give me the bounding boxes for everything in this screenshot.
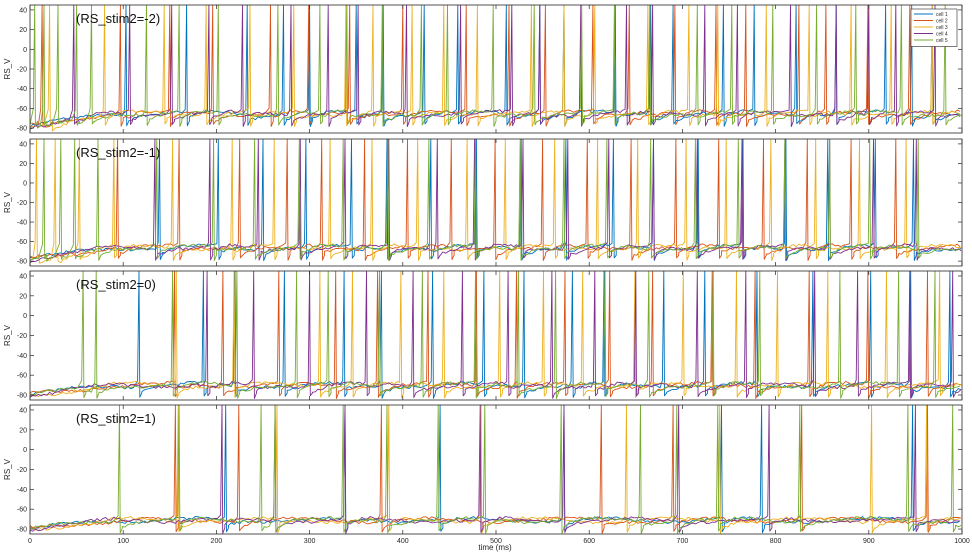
panel-title: (RS_stim2=1) xyxy=(76,411,156,426)
y-tick-label: 40 xyxy=(19,273,27,280)
x-axis: 0 100 200 300 400 500 600 700 800 900 1000 xyxy=(28,538,970,545)
legend-label: cell 5 xyxy=(936,38,948,44)
legend-label: cell 2 xyxy=(936,19,948,25)
series-line-cell-2 xyxy=(30,139,961,261)
y-tick-label: -20 xyxy=(17,67,27,74)
y-axis-label: RS_V xyxy=(3,58,12,80)
y-tick-label: -60 xyxy=(17,106,27,113)
panel-title: (RS_stim2=-2) xyxy=(76,11,160,26)
series-line-cell-4 xyxy=(30,271,962,399)
y-tick-label: -40 xyxy=(17,220,27,227)
y-tick-label: -40 xyxy=(17,353,27,360)
y-axis-label: RS_V xyxy=(3,324,12,346)
chart-panel-4: -80 -60 -40 -20 0 20 40 RS_V (RS_stim2=1) xyxy=(3,404,963,535)
x-axis-label: time (ms) xyxy=(478,543,512,552)
series-line-cell-1 xyxy=(30,405,961,534)
series-line-cell-5 xyxy=(30,271,961,399)
x-tick-label: 800 xyxy=(770,538,782,545)
x-tick-label: 0 xyxy=(28,538,32,545)
x-tick-label: 900 xyxy=(863,538,875,545)
y-tick-label: -20 xyxy=(17,200,27,207)
y-tick-label: 40 xyxy=(19,141,27,148)
traces xyxy=(30,139,962,264)
series-line-cell-5 xyxy=(30,5,962,129)
y-tick-label: 0 xyxy=(23,313,27,320)
chart-panel-2: -80 -60 -40 -20 0 20 40 RS_V (RS_stim2=-1) xyxy=(3,138,963,267)
plot-frame xyxy=(29,404,963,535)
series-line-cell-3 xyxy=(30,139,962,264)
y-tick-label: -60 xyxy=(17,373,27,380)
legend-label: cell 3 xyxy=(936,25,948,31)
legend-box xyxy=(910,8,958,47)
y-tick-label: -60 xyxy=(17,507,27,514)
x-tick-label: 200 xyxy=(211,538,223,545)
series-line-cell-5 xyxy=(30,405,962,534)
y-axis-label: RS_V xyxy=(3,458,12,480)
y-tick-label: 0 xyxy=(23,447,27,454)
series-line-cell-2 xyxy=(30,405,962,534)
y-tick-label: -80 xyxy=(17,527,27,534)
y-tick-label: 20 xyxy=(19,293,27,300)
y-tick-label: -20 xyxy=(17,333,27,340)
traces xyxy=(30,405,962,534)
traces xyxy=(30,5,962,132)
series-line-cell-4 xyxy=(30,139,962,263)
y-tick-label: -40 xyxy=(17,86,27,93)
series-line-cell-2 xyxy=(30,271,962,399)
legend-label: cell 4 xyxy=(936,32,948,38)
series-line-cell-3 xyxy=(30,271,962,399)
series-line-cell-2 xyxy=(30,5,961,128)
x-tick-label: 700 xyxy=(677,538,689,545)
panel-title: (RS_stim2=0) xyxy=(76,277,156,292)
x-tick-label: 600 xyxy=(583,538,595,545)
y-tick-label: -80 xyxy=(17,259,27,266)
y-tick-label: -80 xyxy=(17,393,27,400)
x-tick-label: 400 xyxy=(397,538,409,545)
y-tick-label: 20 xyxy=(19,427,27,434)
legend-label: cell 1 xyxy=(936,12,948,18)
y-tick-label: -20 xyxy=(17,467,27,474)
series-line-cell-1 xyxy=(30,271,962,399)
y-axis-label: RS_V xyxy=(3,191,12,213)
y-tick-label: 0 xyxy=(23,180,27,187)
x-tick-label: 100 xyxy=(117,538,129,545)
x-tick-label: 500 xyxy=(490,538,502,545)
chart-panel-1: -80 -60 -40 -20 0 20 40 RS_V (RS_stim2=-2) xyxy=(3,4,963,134)
chart-panel-3: -80 -60 -40 -20 0 20 40 RS_V (RS_stim2=0) xyxy=(3,270,963,401)
series-line-cell-4 xyxy=(30,405,961,534)
x-tick-label: 1000 xyxy=(954,538,970,545)
y-tick-label: 0 xyxy=(23,47,27,54)
y-tick-label: 40 xyxy=(19,7,27,14)
y-tick-label: -60 xyxy=(17,239,27,246)
traces xyxy=(30,271,962,399)
y-tick-label: 40 xyxy=(19,407,27,414)
y-tick-label: 20 xyxy=(19,27,27,34)
panel-title: (RS_stim2=-1) xyxy=(76,145,160,160)
x-tick-label: 300 xyxy=(304,538,316,545)
series-line-cell-3 xyxy=(30,405,961,534)
plot-frame xyxy=(29,270,963,401)
y-tick-label: -80 xyxy=(17,126,27,133)
y-tick-label: 20 xyxy=(19,161,27,168)
y-tick-label: -40 xyxy=(17,487,27,494)
series-line-cell-5 xyxy=(30,139,961,262)
